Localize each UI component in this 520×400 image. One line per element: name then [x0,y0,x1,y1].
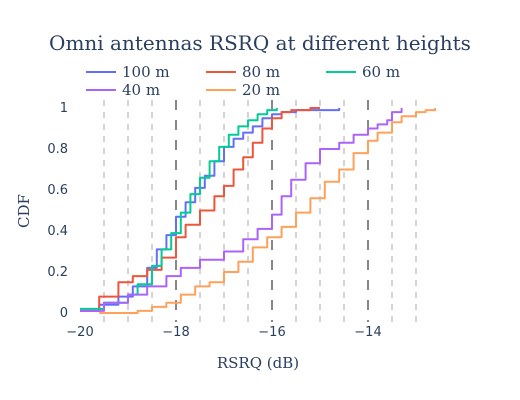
y-tick-label: 0.8 [47,142,68,157]
legend-label: 100 m [122,63,170,81]
x-tick-label: −14 [354,325,381,340]
series-line-3 [80,108,403,312]
axes: −20 −18 −16 −14 0 0.2 0.4 0.6 0.8 1 [47,101,381,340]
series-line-0 [80,108,341,312]
series-line-1 [80,107,320,312]
x-tick-label: −20 [66,325,93,340]
series-line-2 [80,108,278,310]
legend-label: 20 m [242,81,280,99]
series-line-4 [99,108,437,314]
grid [103,100,417,322]
x-tick-label: −16 [258,325,285,340]
legend-label: 40 m [122,81,160,99]
series-layer [80,107,437,314]
legend-label: 60 m [362,63,400,81]
y-tick-label: 0.4 [47,224,68,239]
y-axis-title: CDF [15,194,33,228]
y-tick-label: 0.2 [47,265,68,280]
chart-title: Omni antennas RSRQ at different heights [49,31,471,55]
y-tick-label: 1 [60,101,68,116]
x-axis-title: RSRQ (dB) [217,354,299,372]
y-tick-label: 0 [60,306,68,321]
y-tick-label: 0.6 [47,183,68,198]
legend-label: 80 m [242,63,280,81]
legend: 100 m 80 m 60 m 40 m 20 m [86,63,400,99]
x-tick-label: −18 [162,325,189,340]
